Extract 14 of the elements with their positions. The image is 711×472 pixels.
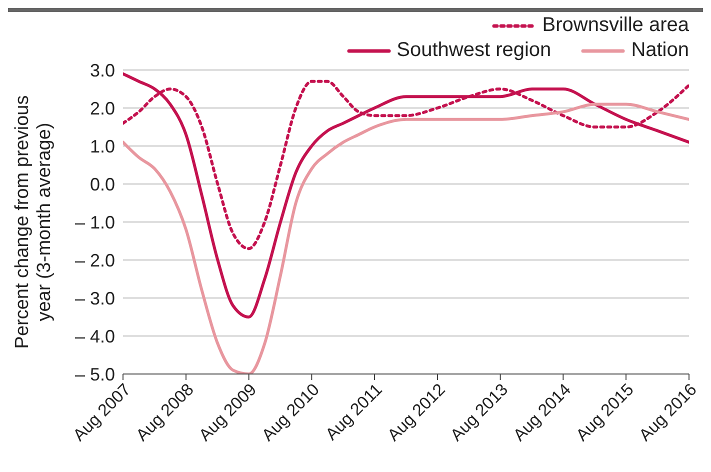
y-tick-label: – 4.0	[74, 326, 115, 346]
legend-label: Brownsville area	[542, 14, 689, 37]
line-series	[123, 72, 689, 318]
y-tick-label: 3.0	[90, 60, 115, 80]
y-tick-label: – 2.0	[74, 250, 115, 270]
y-tick-label: 0.0	[90, 174, 115, 194]
y-tick-label: – 1.0	[74, 212, 115, 232]
legend-label: Nation	[631, 39, 689, 62]
y-tick-label: 2.0	[90, 98, 115, 118]
y-tick-label: – 3.0	[74, 288, 115, 308]
legend-label: Southwest region	[396, 39, 552, 62]
y-tick-label: – 5.0	[74, 364, 115, 384]
y-tick-label: 1.0	[90, 136, 115, 156]
y-axis-title: Percent change from previous year (3-month average)	[12, 95, 55, 349]
